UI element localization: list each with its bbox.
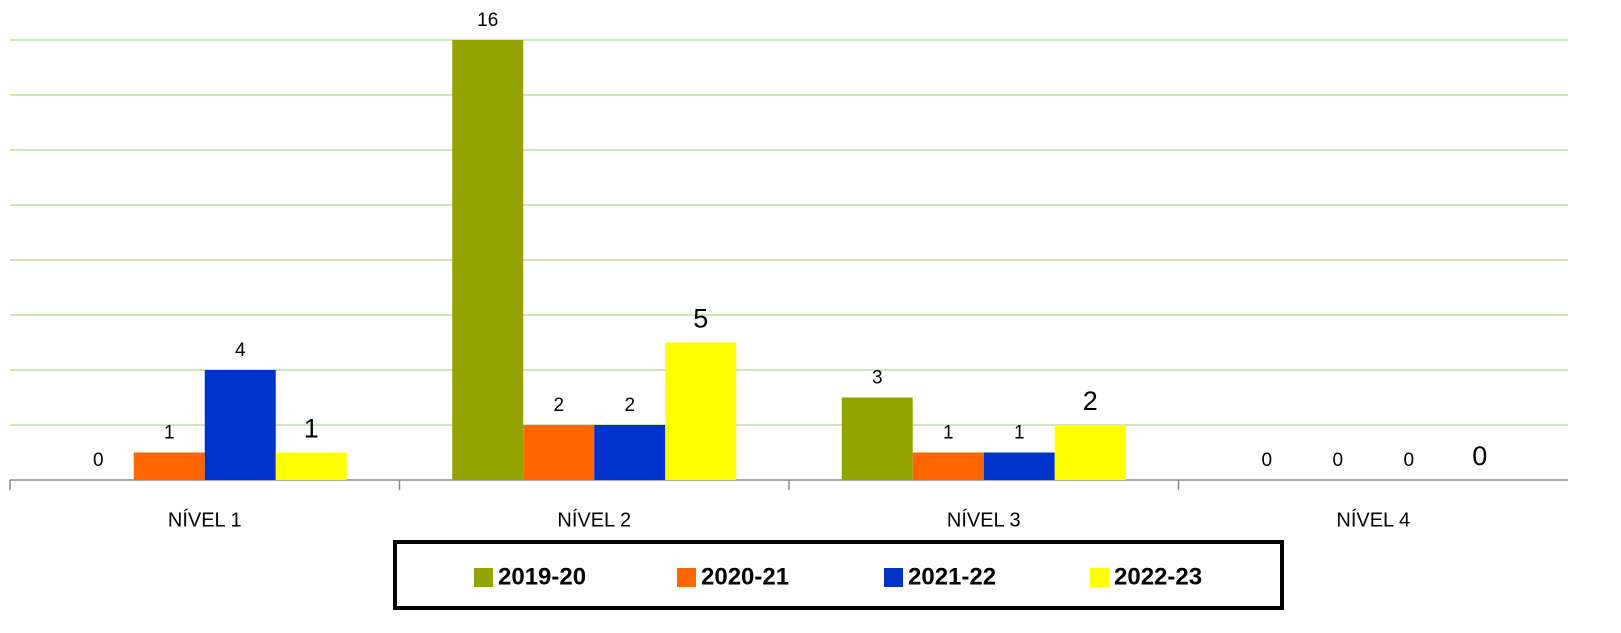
- bar: [133, 452, 205, 480]
- legend-swatch: [1090, 568, 1109, 587]
- data-label: 1: [943, 423, 954, 444]
- data-label: 5: [693, 304, 708, 334]
- x-tick-label: NÍVEL 1: [168, 508, 242, 531]
- data-label: 1: [304, 414, 319, 444]
- legend-box: [393, 540, 1284, 610]
- legend-label: 2021-22: [908, 563, 996, 590]
- legend-swatch: [884, 568, 903, 587]
- bar: [275, 452, 347, 480]
- data-label: 2: [624, 395, 635, 416]
- data-label: 3: [872, 368, 883, 389]
- bar: [523, 425, 595, 480]
- bar: [983, 452, 1055, 480]
- bar: [1054, 425, 1126, 480]
- data-label: 2: [1083, 386, 1098, 416]
- bar: [841, 397, 913, 480]
- data-label: 0: [1261, 450, 1272, 471]
- data-label: 1: [1014, 423, 1025, 444]
- data-label: 0: [1332, 450, 1343, 471]
- data-label: 4: [235, 340, 246, 361]
- legend-label: 2019-20: [498, 563, 586, 590]
- data-label: 0: [1472, 441, 1487, 471]
- legend-label: 2022-23: [1114, 563, 1202, 590]
- x-tick-label: NÍVEL 3: [947, 508, 1021, 531]
- data-label: 16: [477, 10, 498, 31]
- legend-label: 2020-21: [701, 563, 789, 590]
- bar: [452, 40, 524, 480]
- data-label: 0: [93, 450, 104, 471]
- bar: [594, 425, 666, 480]
- data-label: 1: [164, 423, 175, 444]
- bar: [912, 452, 984, 480]
- x-tick-label: NÍVEL 4: [1336, 508, 1410, 531]
- data-label: 2: [553, 395, 564, 416]
- data-label: 0: [1403, 450, 1414, 471]
- bar: [665, 342, 737, 480]
- bar: [204, 370, 276, 480]
- x-tick-label: NÍVEL 2: [557, 508, 631, 531]
- legend-swatch: [474, 568, 493, 587]
- legend-swatch: [677, 568, 696, 587]
